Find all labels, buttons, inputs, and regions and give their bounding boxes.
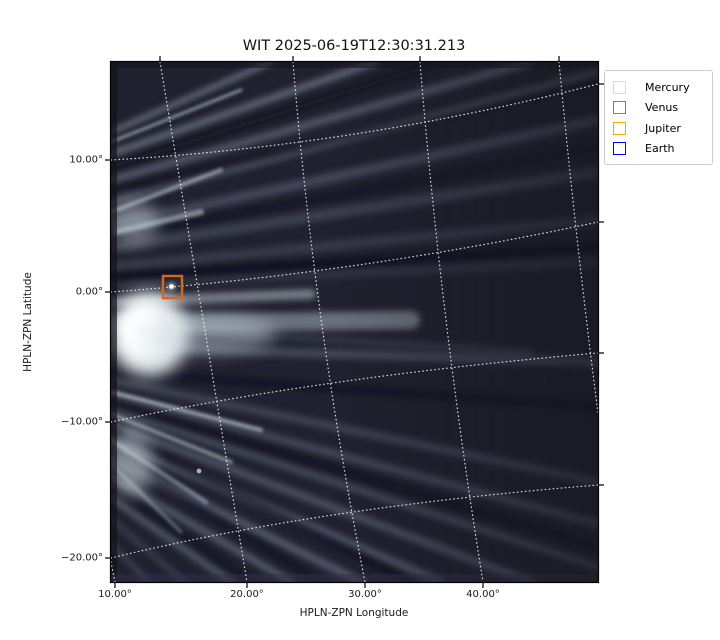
left-edge-band xyxy=(111,62,117,582)
x-axis-label: HPLN-ZPN Longitude xyxy=(299,607,409,619)
y-tick-label-minus10: −10.00° xyxy=(60,416,103,428)
heliospheric-image xyxy=(111,62,598,582)
legend-item-jupiter: Jupiter xyxy=(613,118,706,139)
right-fade xyxy=(341,62,598,582)
venus-swatch-icon xyxy=(613,101,626,115)
y-tick-label-10: 10.00° xyxy=(69,154,103,166)
legend-item-mercury: Mercury xyxy=(613,77,706,98)
venus-point xyxy=(169,284,174,289)
legend-label-mercury: Mercury xyxy=(645,80,690,94)
legend-label-venus: Venus xyxy=(645,101,679,115)
earth-swatch-icon xyxy=(613,142,626,156)
y-axis-label: HPLN-ZPN Latitude xyxy=(22,272,34,372)
y-tick-label-0: 0.00° xyxy=(75,286,103,298)
legend: Mercury Venus Jupiter Earth xyxy=(604,70,713,165)
star-point xyxy=(196,468,202,474)
x-tick-label-30: 30.00° xyxy=(348,589,382,600)
legend-label-jupiter: Jupiter xyxy=(645,121,681,135)
legend-item-earth: Earth xyxy=(613,139,706,160)
jupiter-swatch-icon xyxy=(613,121,626,135)
mercury-swatch-icon xyxy=(613,80,626,94)
legend-label-earth: Earth xyxy=(645,142,675,156)
plot-area xyxy=(111,62,598,582)
y-tick-label-minus20: −20.00° xyxy=(60,552,103,564)
x-tick-label-10: 10.00° xyxy=(98,589,132,600)
x-tick-label-20: 20.00° xyxy=(230,589,264,600)
legend-item-venus: Venus xyxy=(613,98,706,119)
plot-title: WIT 2025-06-19T12:30:31.213 xyxy=(242,38,466,54)
x-tick-label-40: 40.00° xyxy=(466,589,500,600)
